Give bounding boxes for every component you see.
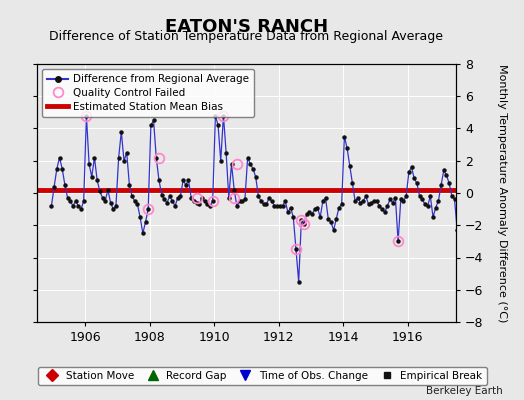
Text: EATON'S RANCH: EATON'S RANCH bbox=[165, 18, 328, 36]
Text: Difference of Station Temperature Data from Regional Average: Difference of Station Temperature Data f… bbox=[49, 30, 443, 43]
Legend: Station Move, Record Gap, Time of Obs. Change, Empirical Break: Station Move, Record Gap, Time of Obs. C… bbox=[38, 367, 487, 385]
Text: Berkeley Earth: Berkeley Earth bbox=[427, 386, 503, 396]
Y-axis label: Monthly Temperature Anomaly Difference (°C): Monthly Temperature Anomaly Difference (… bbox=[497, 64, 507, 322]
